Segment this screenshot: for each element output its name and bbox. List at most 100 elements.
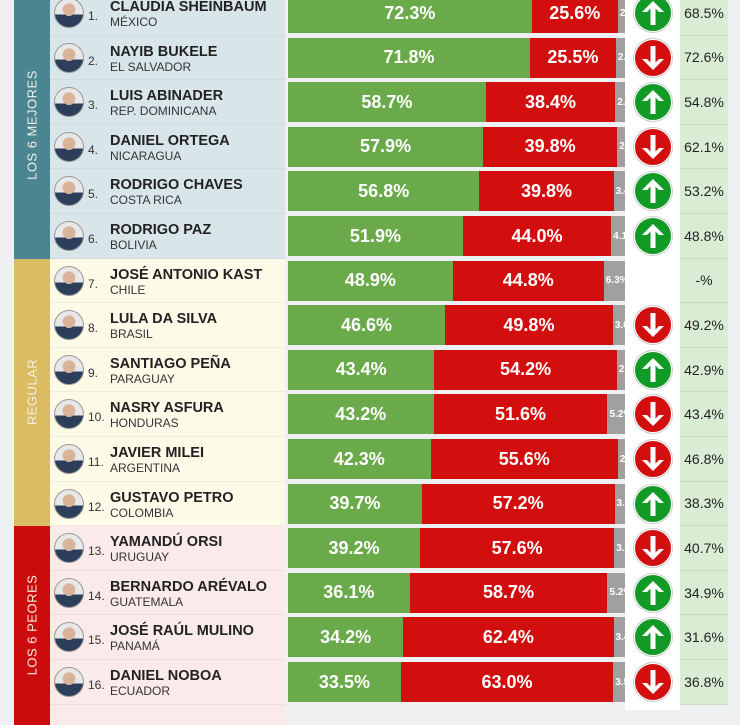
previous-value: 34.9% [680, 570, 728, 616]
avatar [54, 444, 84, 474]
rank: 6. [88, 232, 99, 246]
table-row: 7. JOSÉ ANTONIO KAST CHILE 48.9% 44.8% 6… [0, 258, 740, 304]
leader-name: NASRY ASFURA [110, 400, 224, 417]
stacked-bar: 39.2% 57.6% 3.2% [288, 528, 625, 569]
approve-bar: 56.8% [288, 171, 480, 212]
country: ECUADOR [110, 684, 171, 698]
avatar [54, 87, 84, 118]
rank: 3. [88, 98, 99, 113]
previous-value: 40.7% [680, 526, 728, 571]
arrow-down-icon [634, 127, 672, 166]
country: PANAMÁ [110, 639, 160, 654]
stacked-bar: 72.3% 25.6% 2.1% [288, 0, 625, 33]
table-row: 2. NAYIB BUKELE EL SALVADOR 71.8% 25.5% … [0, 35, 740, 81]
country: CHILE [110, 282, 146, 297]
disapprove-bar: 51.6% [433, 394, 608, 435]
avatar [54, 310, 84, 341]
other-bar: 4.1% [611, 216, 625, 256]
avatar [54, 221, 84, 251]
other-bar: 2.1% [617, 439, 625, 479]
arrow-down-icon [634, 440, 672, 478]
approve-bar: 33.5% [288, 662, 401, 702]
arrow-up-icon [634, 172, 672, 211]
person-cell: 4. DANIEL ORTEGA NICARAGUA [50, 125, 285, 170]
disapprove-bar: 57.6% [420, 528, 615, 569]
country: BRASIL [110, 327, 153, 342]
other-bar: 2.7% [615, 37, 625, 78]
table-row: 4. DANIEL ORTEGA NICARAGUA 57.9% 39.8% 2… [0, 124, 740, 170]
arrow-down-icon [634, 306, 672, 345]
table-row: 15. JOSÉ RAÚL MULINO PANAMÁ 34.2% 62.4% … [0, 615, 740, 660]
approve-bar: 43.4% [288, 349, 435, 390]
person-cell: 14. BERNARDO ARÉVALO GUATEMALA [50, 571, 285, 616]
other-bar: 3.4% [613, 171, 625, 212]
country: PARAGUAY [110, 371, 175, 386]
table-row: 1. CLAUDIA SHEINBAUM MÉXICO 72.3% 25.6% … [0, 0, 740, 36]
approve-bar: 34.2% [288, 617, 404, 658]
avatar [54, 0, 84, 28]
disapprove-bar: 54.2% [434, 349, 617, 390]
stacked-bar: 46.6% 49.8% 3.6% [288, 305, 625, 346]
stacked-bar: 56.8% 39.8% 3.4% [288, 171, 625, 212]
other-bar: 6.3% [603, 260, 625, 301]
disapprove-bar: 57.2% [421, 483, 615, 524]
previous-value: 48.8% [680, 214, 728, 259]
stacked-bar: 48.9% 44.8% 6.3% [288, 260, 625, 301]
approve-bar: 39.7% [288, 483, 422, 524]
table-row: 13. YAMANDÚ ORSI URUGUAY 39.2% 57.6% 3.2… [0, 526, 740, 571]
previous-value: 42.9% [680, 347, 728, 393]
leader-name: LUIS ABINADER [110, 88, 224, 105]
leader-name: LULA DA SILVA [110, 311, 218, 328]
avatar [54, 131, 84, 162]
previous-value: 54.8% [680, 80, 728, 125]
country: HONDURAS [110, 416, 179, 431]
person-cell: 15. JOSÉ RAÚL MULINO PANAMÁ [50, 615, 285, 660]
stacked-bar: 58.7% 38.4% 2.9% [288, 82, 625, 123]
leader-name: RODRIGO PAZ [110, 222, 212, 238]
group-panel [50, 0, 285, 259]
other-bar: 2.1% [617, 0, 625, 33]
table-row: 10. NASRY ASFURA HONDURAS 43.2% 51.6% 5.… [0, 392, 740, 437]
disapprove-bar: 39.8% [483, 126, 618, 167]
arrow-down-icon [634, 663, 672, 701]
person-cell: 2. NAYIB BUKELE EL SALVADOR [50, 36, 285, 81]
approve-bar: 48.9% [288, 260, 453, 301]
country: EL SALVADOR [110, 59, 192, 74]
disapprove-bar: 58.7% [409, 572, 608, 613]
stacked-bar: 57.9% 39.8% 2.3% [288, 126, 625, 167]
person-cell: 7. JOSÉ ANTONIO KAST CHILE [50, 259, 285, 304]
other-bar: 5.2% [607, 572, 625, 613]
table-row: 9. SANTIAGO PEÑA PARAGUAY 43.4% 54.2% 2.… [0, 347, 740, 393]
approve-bar: 36.1% [288, 572, 410, 613]
avatar [54, 42, 84, 73]
disapprove-bar: 25.6% [531, 0, 618, 33]
avatar [54, 399, 84, 430]
avatar [54, 176, 84, 207]
other-bar: 3.4% [613, 617, 625, 658]
table-row: 3. LUIS ABINADER REP. DOMINICANA 58.7% 3… [0, 80, 740, 125]
approve-bar: 57.9% [288, 126, 484, 167]
group-panel [50, 258, 285, 527]
country: COLOMBIA [110, 505, 174, 520]
approve-bar: 58.7% [288, 82, 486, 123]
rank: 5. [88, 187, 99, 202]
arrow-down-icon [634, 38, 672, 77]
previous-value: 31.6% [680, 615, 728, 660]
country: REP. DOMINICANA [110, 104, 217, 119]
rank: 15. [88, 633, 105, 648]
leader-name: JOSÉ RAÚL MULINO [110, 623, 254, 640]
rank: 12. [88, 499, 105, 514]
group-band: LOS 6 PEORES [14, 526, 50, 725]
group-panel [50, 526, 285, 725]
rank: 2. [88, 53, 99, 68]
approve-bar: 42.3% [288, 439, 431, 479]
stacked-bar: 43.4% 54.2% 2.4% [288, 349, 625, 390]
previous-value: 62.1% [680, 124, 728, 170]
group-band: LOS 6 MEJORES [14, 0, 50, 259]
disapprove-bar: 44.0% [462, 216, 612, 256]
leader-name: RODRIGO CHAVES [110, 177, 243, 194]
arrow-up-icon [634, 573, 672, 612]
arrow-up-icon [634, 484, 672, 523]
arrow-up-icon [634, 618, 672, 657]
avatar [54, 488, 84, 519]
